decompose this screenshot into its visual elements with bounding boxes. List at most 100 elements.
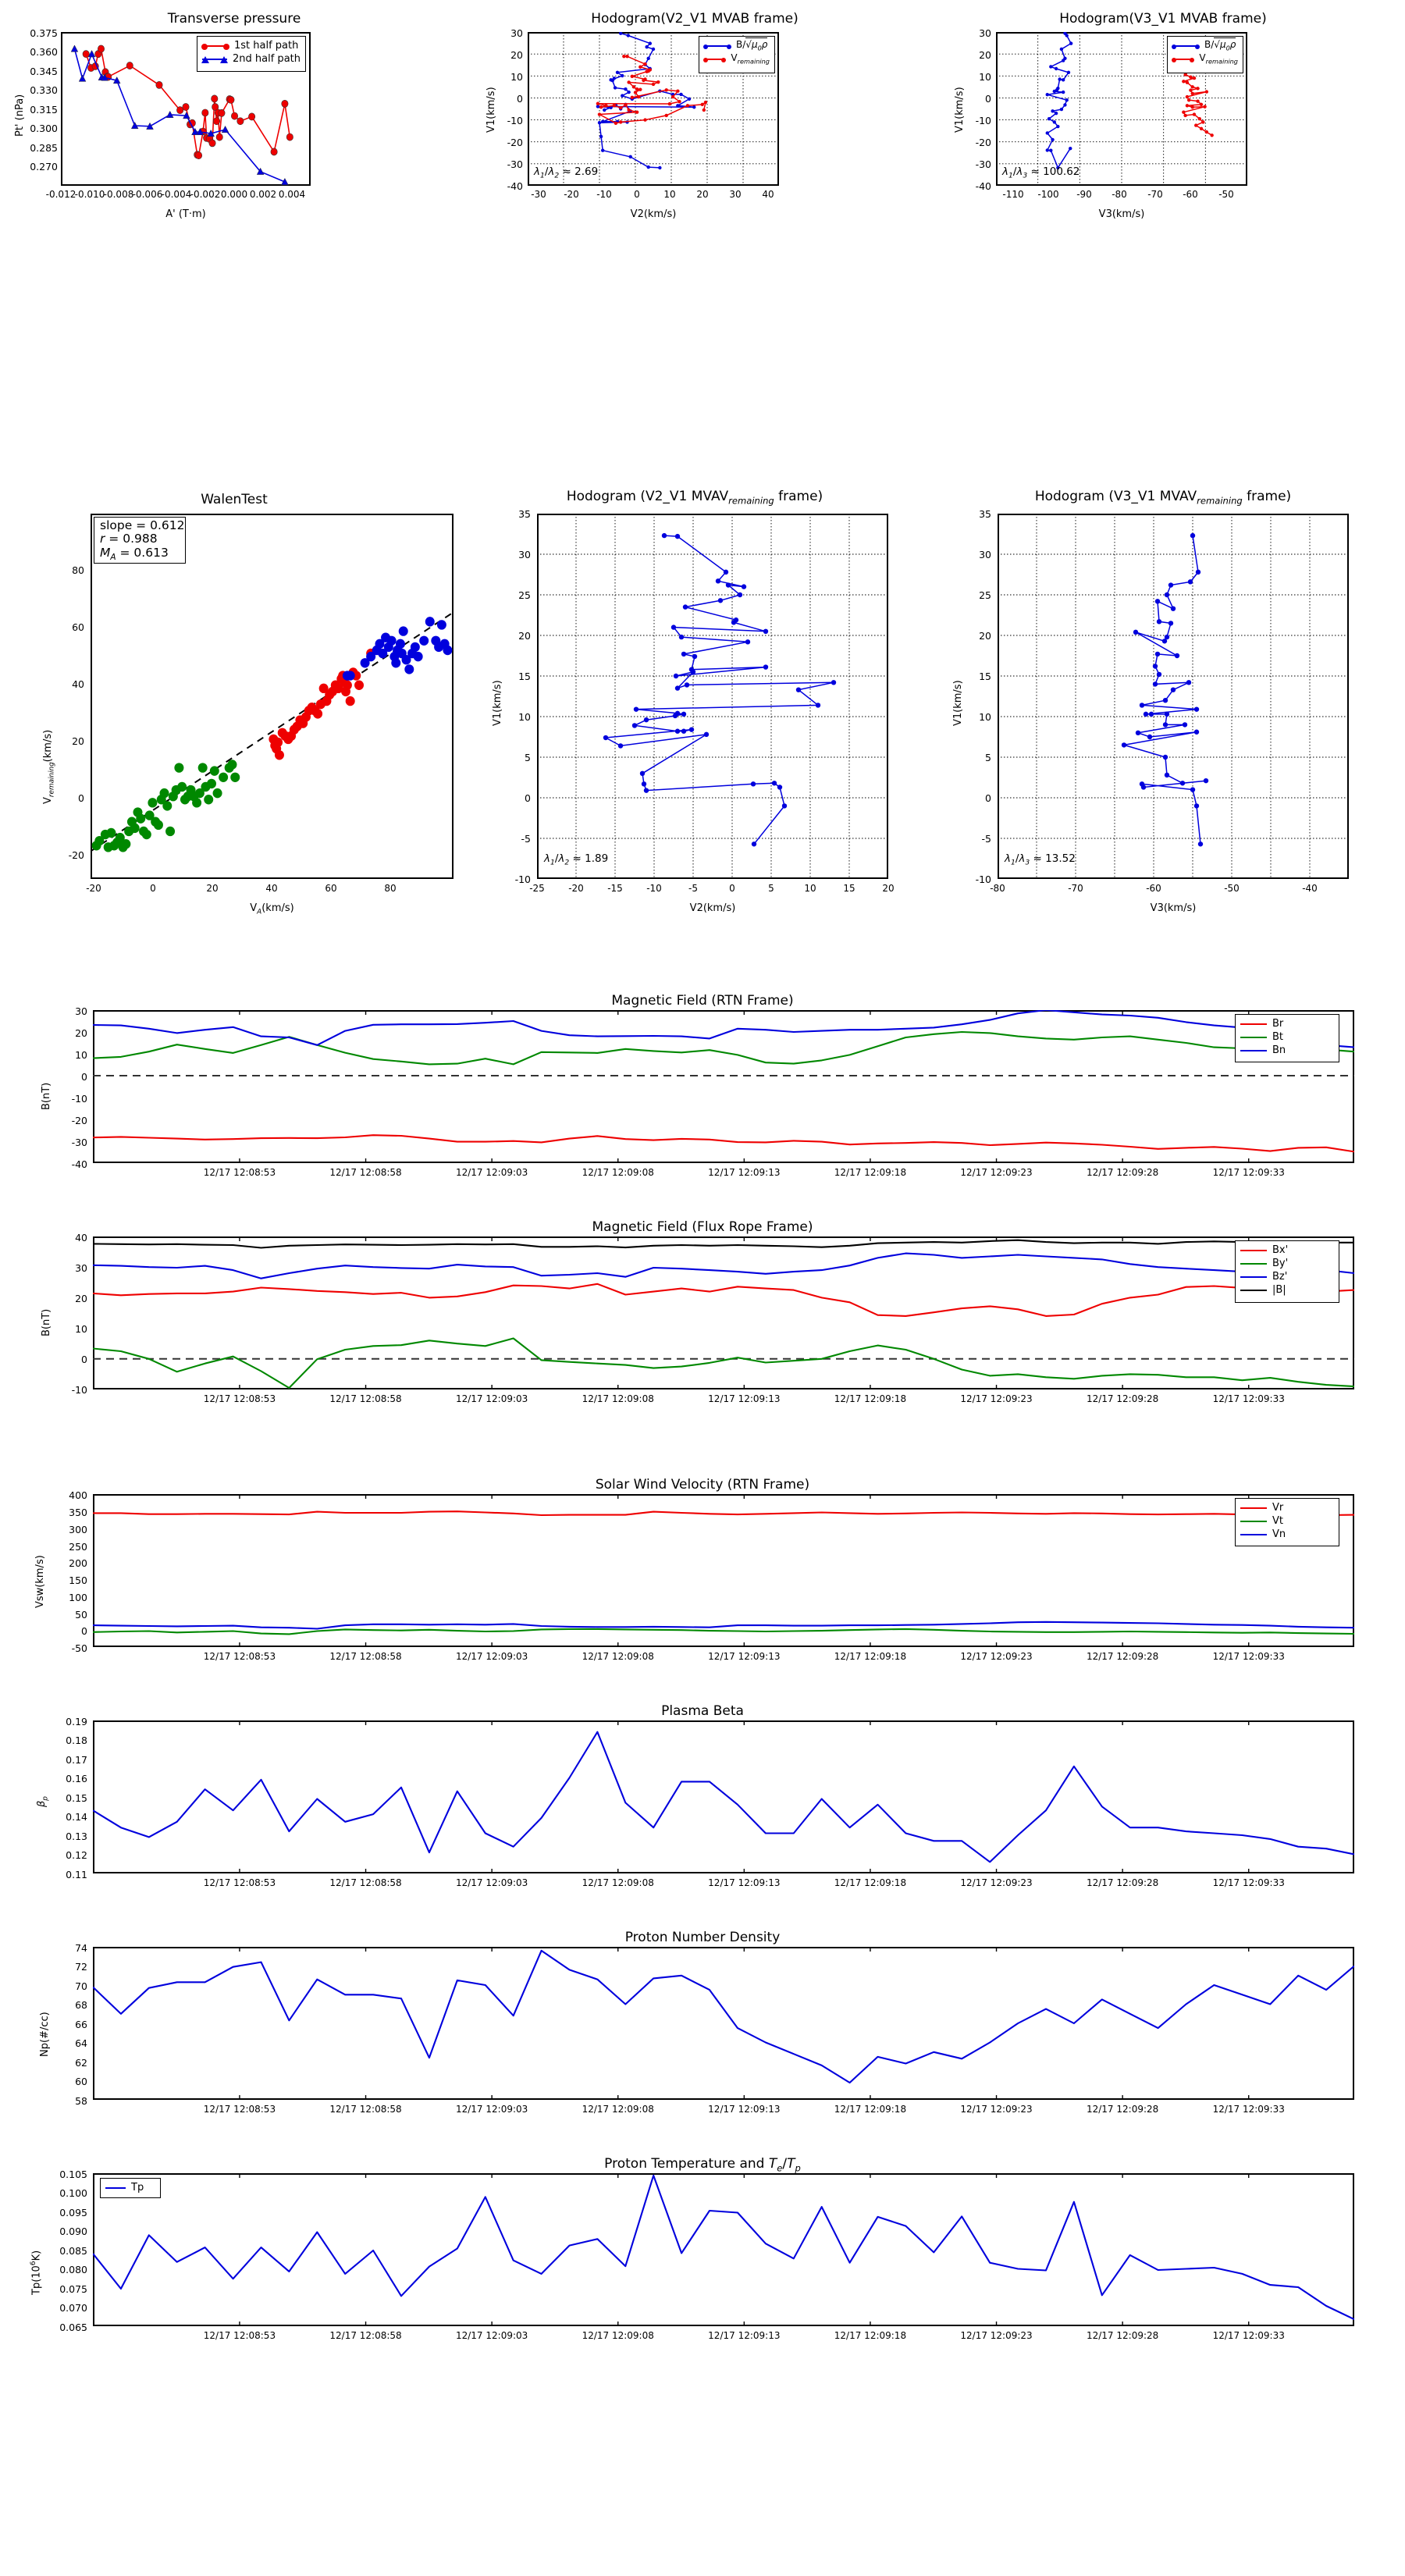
ytick: -10 [71, 1093, 87, 1105]
ytick: 15 [518, 671, 531, 682]
legend-item: 1st half path [201, 39, 301, 52]
y-axis-label: Vsw(km/s) [34, 1555, 46, 1608]
stat-ma: MA = 0.613 [100, 545, 169, 562]
panel-transverse-pressure: Transverse pressure 0.375 0.360 0.345 0.… [0, 0, 468, 234]
ytick: 0.065 [59, 2322, 87, 2333]
time-tick-label: 12/17 12:09:23 [960, 2104, 1033, 2115]
xtick: 0 [150, 883, 156, 894]
legend-label: Bx' [1272, 1244, 1289, 1256]
x-axis-label: A' (T·m) [165, 208, 206, 220]
legend-line-vr [1240, 1507, 1267, 1509]
time-tick-label: 12/17 12:08:58 [329, 1167, 402, 1178]
legend-line-2nd-half [201, 55, 229, 63]
ytick: -30 [975, 158, 991, 170]
ytick: 62 [75, 2057, 87, 2069]
plot-area [93, 1720, 1354, 1873]
ytick: 0.315 [30, 104, 58, 116]
legend: Bx' By' Bz' |B| [1235, 1240, 1339, 1303]
time-tick-label: 12/17 12:08:53 [203, 1877, 276, 1888]
panel-title: Transverse pressure [167, 11, 301, 27]
xtick: -0.010 [74, 189, 105, 200]
time-tick-label: 12/17 12:08:53 [203, 1651, 276, 1662]
xtick: -60 [1183, 189, 1198, 200]
time-tick-label: 12/17 12:08:53 [203, 1167, 276, 1178]
walen-stats-box: slope = 0.612 r = 0.988 MA = 0.613 [94, 517, 186, 564]
plot-area [998, 514, 1349, 879]
ytick: 20 [979, 630, 991, 642]
ytick: 0 [517, 93, 523, 105]
xtick: -30 [531, 189, 546, 200]
legend-item: 2nd half path [201, 52, 301, 66]
panel-title: Magnetic Field (Flux Rope Frame) [592, 1219, 813, 1235]
time-tick-label: 12/17 12:09:13 [708, 1651, 781, 1662]
time-tick-label: 12/17 12:09:33 [1212, 1651, 1285, 1662]
legend-line-bmag [1240, 1289, 1267, 1291]
panel-title: Proton Number Density [624, 1930, 781, 1945]
time-tick-label: 12/17 12:09:13 [708, 1877, 781, 1888]
time-tick-label: 12/17 12:08:58 [329, 1393, 402, 1404]
ytick: -10 [71, 1384, 87, 1396]
panel-plasma-beta: Plasma Beta 0.19 0.18 0.17 0.16 0.15 0.1… [0, 1686, 1405, 1912]
ytick: 0.360 [30, 46, 58, 58]
legend: Vr Vt Vn [1235, 1498, 1339, 1546]
plot-area [93, 1947, 1354, 2100]
ytick: 5 [985, 752, 991, 763]
ytick: 30 [75, 1262, 87, 1274]
panel-proton-number-density: Proton Number Density 74 72 70 68 66 64 … [0, 1912, 1405, 2139]
plot-canvas [998, 514, 1349, 879]
plot-canvas [93, 1494, 1354, 1647]
plot-area [93, 2173, 1354, 2326]
ytick: 35 [979, 508, 991, 520]
ytick: 0.070 [59, 2302, 87, 2314]
time-tick-label: 12/17 12:09:18 [834, 1393, 907, 1404]
legend-label: Vt [1272, 1515, 1283, 1527]
eigenvalue-ratio-annotation: λ1/λ3 ≈ 100.62 [1002, 165, 1080, 180]
xtick: -10 [646, 883, 662, 894]
xtick: -10 [596, 189, 612, 200]
legend-label: Br [1272, 1018, 1284, 1030]
panel-title: WalenTest [201, 492, 268, 507]
xtick: 80 [384, 883, 397, 894]
time-tick-label: 12/17 12:09:28 [1086, 2104, 1159, 2115]
plot-canvas [93, 1010, 1354, 1163]
legend-label: Vr [1272, 1502, 1284, 1514]
ytick: 200 [69, 1557, 87, 1569]
legend-label: Bz' [1272, 1271, 1288, 1283]
legend-label: Tp [131, 2182, 144, 2194]
x-axis-label: V3(km/s) [1098, 208, 1145, 220]
legend: 1st half path 2nd half path [197, 36, 306, 72]
ytick: 0.095 [59, 2207, 87, 2218]
time-tick-label: 12/17 12:09:18 [834, 1167, 907, 1178]
plot-canvas [93, 1720, 1354, 1873]
time-tick-label: 12/17 12:09:33 [1212, 2104, 1285, 2115]
x-axis-label: V2(km/s) [689, 902, 736, 914]
ytick: 250 [69, 1541, 87, 1553]
xtick: 0 [729, 883, 735, 894]
time-tick-label: 12/17 12:08:58 [329, 1877, 402, 1888]
legend-label: B/√μ0ρ [1204, 37, 1236, 52]
time-tick-label: 12/17 12:09:13 [708, 1393, 781, 1404]
time-tick-label: 12/17 12:08:53 [203, 2330, 276, 2341]
ytick: 0.14 [66, 1811, 87, 1823]
ytick: 0.16 [66, 1773, 87, 1784]
panel-solar-wind-velocity: Solar Wind Velocity (RTN Frame) 400 350 … [0, 1460, 1405, 1686]
plot-area [537, 514, 888, 879]
legend-label: 2nd half path [233, 53, 301, 65]
xtick: 20 [206, 883, 219, 894]
time-tick-label: 12/17 12:09:08 [582, 1167, 654, 1178]
time-tick-label: 12/17 12:09:28 [1086, 1651, 1159, 1662]
ytick: 0 [81, 1071, 87, 1083]
legend-item: |B| [1240, 1283, 1334, 1297]
plot-area [93, 1236, 1354, 1389]
ytick: -5 [981, 833, 991, 845]
xtick: -15 [607, 883, 623, 894]
ytick: 0 [525, 792, 531, 804]
time-tick-label: 12/17 12:09:33 [1212, 1393, 1285, 1404]
ytick: -10 [975, 873, 991, 885]
xtick: -80 [990, 883, 1005, 894]
ytick: 0.270 [30, 161, 58, 173]
time-tick-label: 12/17 12:09:03 [455, 1393, 528, 1404]
ytick: -20 [68, 849, 84, 861]
xtick: -50 [1224, 883, 1240, 894]
